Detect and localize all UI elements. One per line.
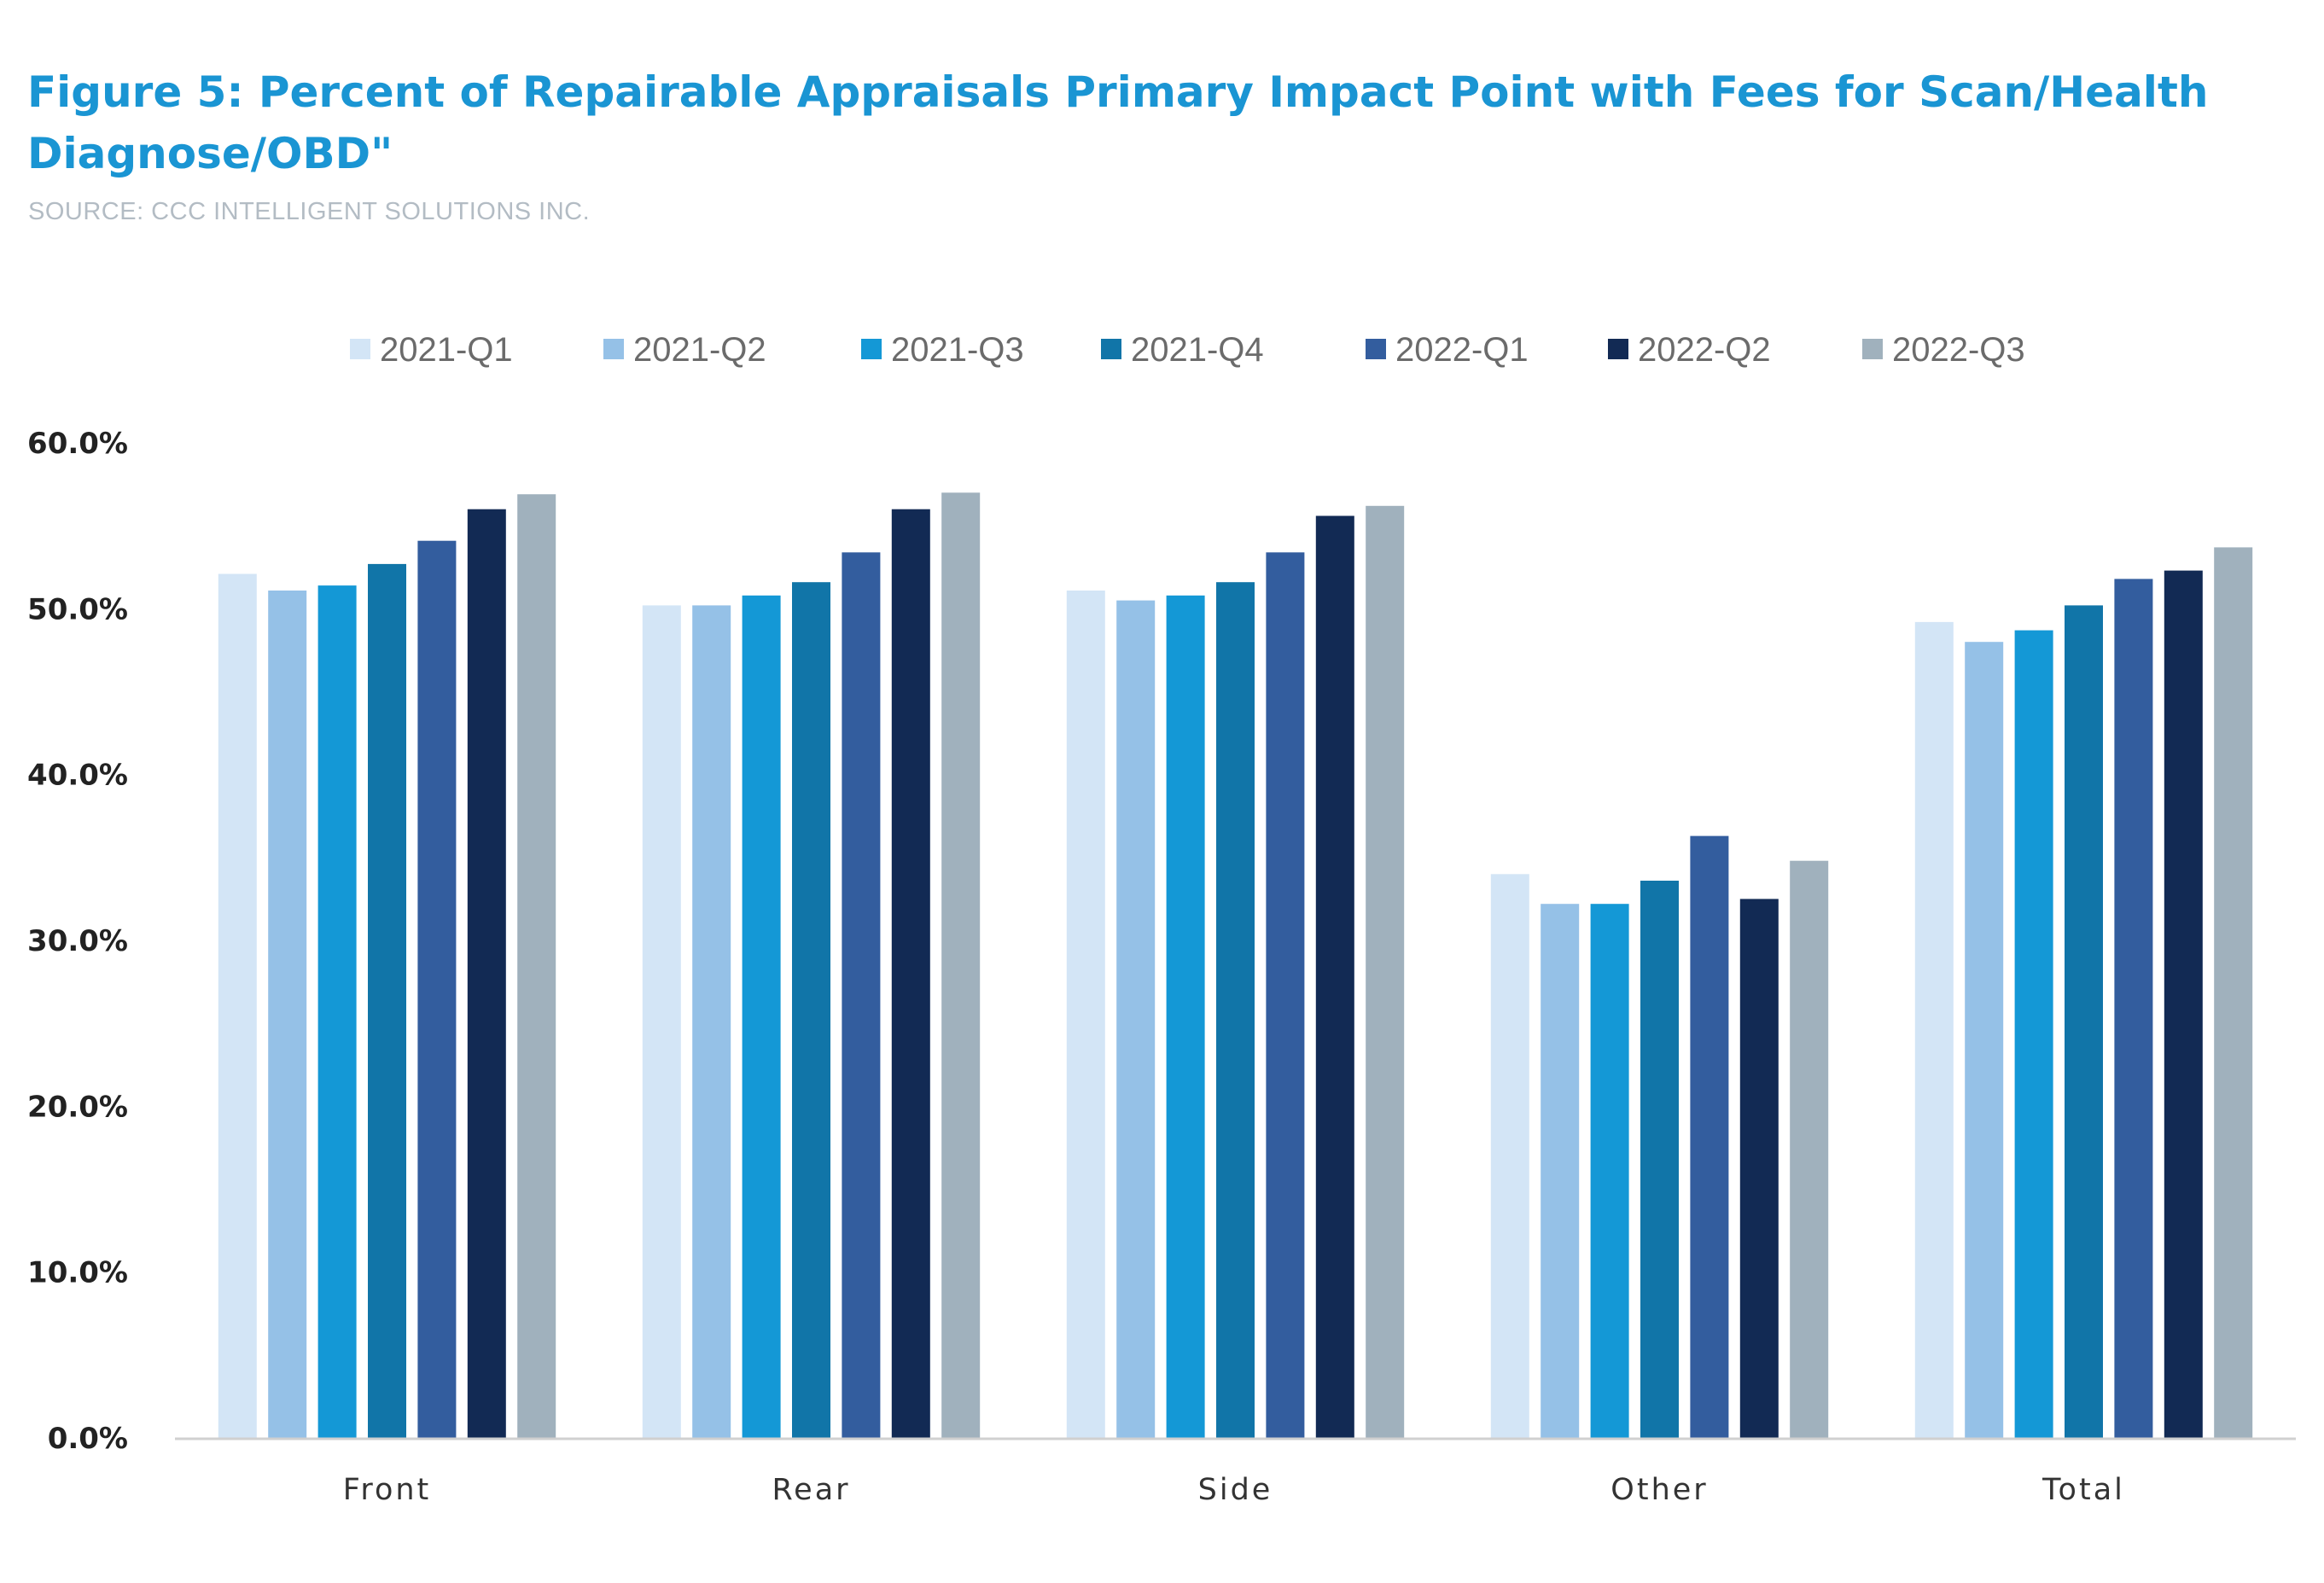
legend-swatch [603,339,624,359]
bar-front-2022-q3 [517,494,556,1439]
legend: 2021-Q1 2021-Q2 2021-Q3 2021-Q4 2022-Q1 2022-… [350,331,2025,369]
bar-other-2022-q3 [1790,860,1829,1438]
bar-front-2022-q1 [417,540,457,1439]
bar-total-2021-q3 [2014,630,2053,1438]
bar-other-2021-q2 [1541,904,1580,1438]
bar-total-2021-q1 [1914,621,1954,1438]
y-tick-label: 40.0% [27,759,128,793]
x-tick-label: Total [2042,1473,2125,1507]
bar-rear-2022-q2 [891,509,930,1439]
bar-total-2022-q1 [2114,579,2153,1438]
y-tick-label: 0.0% [48,1422,128,1456]
legend-swatch [1101,339,1121,359]
legend-item: 2022-Q3 [1862,331,2025,369]
bar-total-2022-q3 [2214,547,2253,1438]
legend-label: 2021-Q4 [1131,331,1264,369]
bar-side-2021-q4 [1216,582,1255,1438]
legend-swatch [861,339,882,359]
legend-swatch [1608,339,1628,359]
bar-side-2021-q3 [1166,595,1205,1438]
legend-swatch [1862,339,1883,359]
bar-rear-2021-q4 [792,582,830,1438]
y-tick-label: 20.0% [27,1090,128,1124]
bar-front-2021-q3 [317,585,357,1438]
bar-rear-2021-q3 [742,595,781,1438]
bar-side-2022-q3 [1366,505,1405,1438]
chart-title: Figure 5: Percent of Repairable Appraisa… [27,67,2209,178]
bars [218,492,2253,1439]
bar-front-2021-q2 [268,591,307,1438]
legend-label: 2022-Q3 [1892,331,2025,369]
bar-total-2021-q2 [1965,642,2004,1438]
legend-label: 2021-Q2 [633,331,766,369]
bar-side-2022-q2 [1315,515,1354,1438]
x-axis: Front Rear Side Other Total [343,1473,2125,1507]
legend-item: 2021-Q4 [1101,331,1264,369]
bar-total-2021-q4 [2065,605,2103,1438]
bar-other-2022-q2 [1739,899,1779,1438]
x-tick-label: Rear [772,1473,850,1507]
legend-label: 2021-Q3 [891,331,1024,369]
bar-side-2022-q1 [1266,552,1305,1438]
y-tick-label: 50.0% [27,592,128,626]
bar-other-2021-q3 [1590,904,1629,1438]
y-tick-label: 30.0% [27,924,128,958]
legend-label: 2022-Q2 [1638,331,1771,369]
bar-rear-2022-q1 [842,552,881,1438]
bar-side-2021-q2 [1116,600,1156,1438]
y-tick-label: 60.0% [27,427,128,461]
bar-front-2021-q4 [368,563,406,1438]
bar-other-2022-q1 [1690,835,1729,1438]
x-tick-label: Other [1610,1473,1708,1507]
legend-item: 2021-Q1 [350,331,513,369]
bar-rear-2021-q2 [692,605,731,1438]
bar-front-2022-q2 [467,509,506,1439]
bar-side-2021-q1 [1066,591,1105,1438]
legend-item: 2022-Q2 [1608,331,1771,369]
legend-swatch [350,339,370,359]
legend-item: 2021-Q3 [861,331,1024,369]
bar-other-2021-q4 [1640,881,1679,1438]
x-tick-label: Front [343,1473,432,1507]
legend-label: 2022-Q1 [1395,331,1529,369]
x-tick-label: Side [1198,1473,1273,1507]
bar-other-2021-q1 [1490,874,1529,1438]
bar-total-2022-q2 [2164,570,2203,1438]
legend-swatch [1366,339,1386,359]
legend-label: 2021-Q1 [380,331,513,369]
legend-item: 2022-Q1 [1366,331,1529,369]
chart-source: SOURCE: CCC INTELLIGENT SOLUTIONS INC. [28,198,591,225]
y-tick-label: 10.0% [27,1256,128,1290]
bar-front-2021-q1 [218,573,257,1438]
y-axis: 0.0% 10.0% 20.0% 30.0% 40.0% 50.0% 60.0% [27,427,128,1456]
bar-rear-2021-q1 [642,605,681,1438]
legend-item: 2021-Q2 [603,331,766,369]
bar-rear-2022-q3 [941,492,981,1438]
